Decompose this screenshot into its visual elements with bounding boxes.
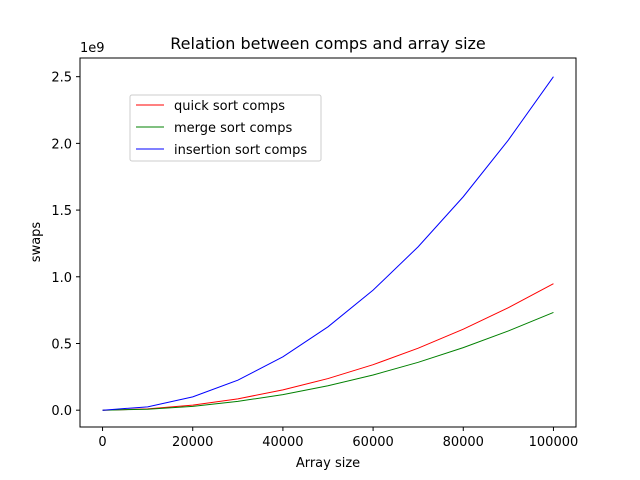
x-axis-ticks: 0 20000 40000 60000 80000 100000 <box>98 427 578 450</box>
legend-entry-2: insertion sort comps <box>174 143 307 158</box>
y-tick-label: 0.5 <box>51 337 72 352</box>
legend-entry-0: quick sort comps <box>174 99 285 114</box>
legend: quick sort comps merge sort comps insertio… <box>129 94 322 162</box>
y-tick-label: 2.0 <box>51 137 72 152</box>
series-line-1 <box>102 311 554 411</box>
x-tick-label: 0 <box>98 435 106 450</box>
x-tick-label: 20000 <box>172 435 213 450</box>
chart-title: Relation between comps and array size <box>170 34 486 53</box>
x-tick-label: 100000 <box>529 435 579 450</box>
y-tick-label: 1.0 <box>51 271 72 286</box>
x-tick-label: 40000 <box>262 435 303 450</box>
y-tick-label: 2.5 <box>51 71 72 86</box>
series-line-2 <box>102 76 554 411</box>
legend-entry-1: merge sort comps <box>174 121 292 136</box>
x-axis-label: Array size <box>296 456 360 471</box>
y-axis-label: swaps <box>29 222 44 263</box>
x-tick-label: 60000 <box>352 435 393 450</box>
y-tick-label: 0.0 <box>51 404 72 419</box>
x-tick-label: 80000 <box>443 435 484 450</box>
y-axis-ticks: 0.0 0.5 1.0 1.5 2.0 2.5 <box>51 71 80 419</box>
series-layer <box>102 76 554 411</box>
y-tick-label: 1.5 <box>51 204 72 219</box>
y-offset-label: 1e9 <box>80 41 105 56</box>
series-line-0 <box>102 283 554 411</box>
legend-box <box>129 94 322 162</box>
